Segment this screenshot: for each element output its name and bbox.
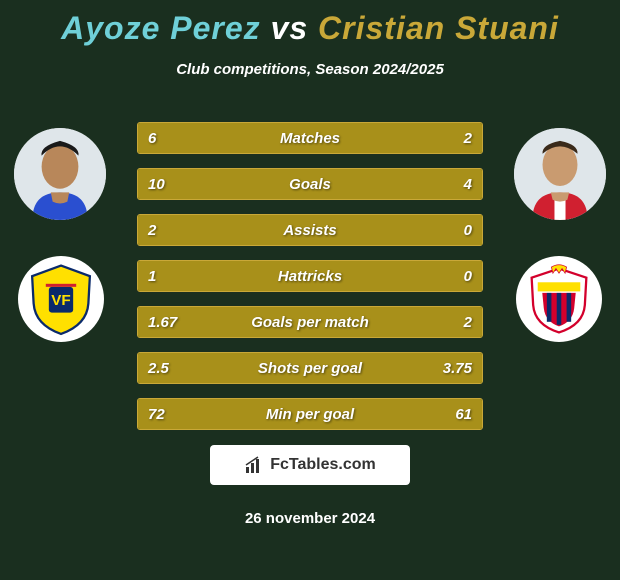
bar-label: Goals per match xyxy=(138,314,482,331)
fctables-badge: FcTables.com xyxy=(210,445,410,485)
bar-value-right: 2 xyxy=(464,314,472,331)
bar-value-right: 4 xyxy=(464,176,472,193)
subtitle: Club competitions, Season 2024/2025 xyxy=(0,61,620,78)
page-title: Ayoze Perez vs Cristian Stuani xyxy=(0,0,620,47)
stat-bar: 2.5Shots per goal3.75 xyxy=(137,352,483,384)
stat-bar: 2Assists0 xyxy=(137,214,483,246)
bar-value-right: 61 xyxy=(455,406,472,423)
bar-value-right: 0 xyxy=(464,222,472,239)
stat-bar: 10Goals4 xyxy=(137,168,483,200)
stat-bar: 6Matches2 xyxy=(137,122,483,154)
bar-value-right: 0 xyxy=(464,268,472,285)
player1-club-badge: VF xyxy=(18,256,104,342)
date-text: 26 november 2024 xyxy=(0,510,620,527)
player2-name: Cristian Stuani xyxy=(318,10,559,46)
chart-icon xyxy=(244,455,264,475)
player1-name: Ayoze Perez xyxy=(61,10,261,46)
stat-bar: 1.67Goals per match2 xyxy=(137,306,483,338)
svg-text:VF: VF xyxy=(51,292,70,309)
bar-label: Matches xyxy=(138,130,482,147)
stat-bar: 72Min per goal61 xyxy=(137,398,483,430)
player2-avatar xyxy=(514,128,606,220)
stat-bar: 1Hattricks0 xyxy=(137,260,483,292)
player2-club-badge xyxy=(516,256,602,342)
bar-label: Assists xyxy=(138,222,482,239)
player1-avatar xyxy=(14,128,106,220)
bar-label: Goals xyxy=(138,176,482,193)
bar-value-right: 2 xyxy=(464,130,472,147)
badge-text: FcTables.com xyxy=(270,456,376,474)
bar-label: Hattricks xyxy=(138,268,482,285)
bar-label: Shots per goal xyxy=(138,360,482,377)
vs-text: vs xyxy=(271,10,309,46)
bar-label: Min per goal xyxy=(138,406,482,423)
stats-bars: 6Matches210Goals42Assists01Hattricks01.6… xyxy=(137,122,483,444)
bar-value-right: 3.75 xyxy=(443,360,472,377)
